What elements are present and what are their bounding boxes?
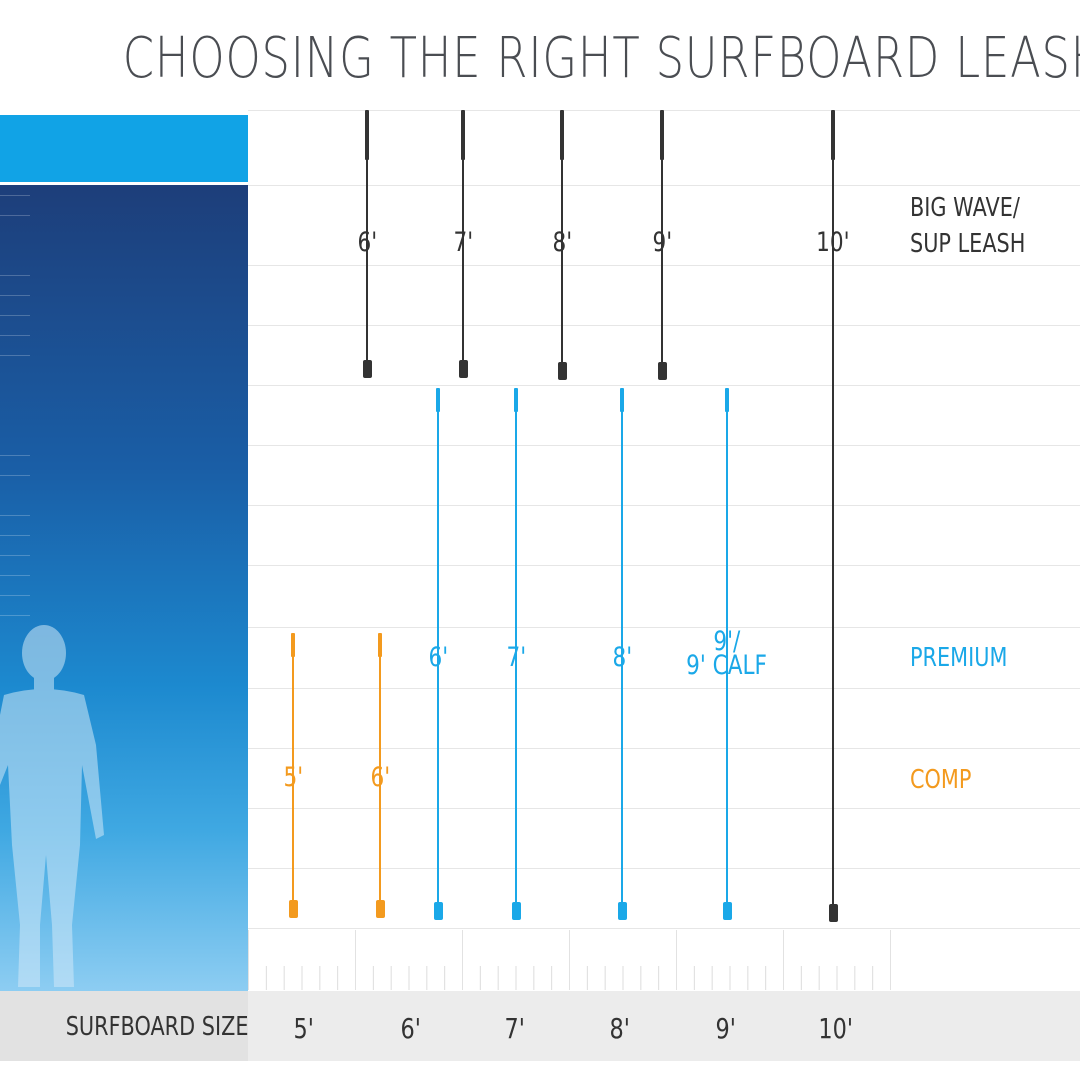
size-tick-label: 8' [609, 1012, 631, 1045]
big-wave-leash-rail-saver [560, 110, 564, 160]
grid-line [248, 325, 1080, 326]
premium-leash-cuff [434, 902, 443, 920]
big-wave-leash-cord [366, 110, 368, 378]
premium-leash-length-label: 8' [562, 643, 682, 673]
wave-height-panel [0, 185, 248, 991]
chart-title: CHOOSING THE RIGHT SURFBOARD LEASH [122, 26, 1080, 91]
wave-height-header [0, 115, 248, 182]
leash-length-text: 6' [428, 642, 448, 673]
big-wave-leash-length-label: 9' [602, 228, 722, 258]
big-wave-leash-rail-saver [831, 110, 835, 160]
legend-big-wave: BIG WAVE/ SUP LEASH [910, 193, 1026, 259]
leash-length-text: 7' [506, 642, 526, 673]
big-wave-leash-length-label: 10' [773, 228, 893, 258]
premium-leash-cord [515, 388, 517, 920]
comp-leash-cord [379, 633, 381, 918]
big-wave-leash-length-label: 7' [403, 228, 523, 258]
leash-length-text: 8' [612, 642, 632, 673]
premium-leash-length-label: 7' [456, 643, 576, 673]
comp-leash-length-label: 5' [233, 763, 353, 793]
comp-leash-cuff [376, 900, 385, 918]
big-wave-leash-length-label: 8' [502, 228, 622, 258]
premium-leash-rail-saver [436, 388, 440, 412]
grid-line [248, 688, 1080, 689]
leash-length-text: 10' [816, 227, 850, 258]
grid-line [248, 748, 1080, 749]
comp-leash-length-label: 6' [320, 763, 440, 793]
leash-length-text: 9' [652, 227, 672, 258]
big-wave-leash-cuff [363, 360, 372, 378]
size-tick-label: 5' [293, 1012, 315, 1045]
comp-leash-cuff [289, 900, 298, 918]
wave-height-label: WAVE HEIGHT [926, 132, 1072, 162]
size-tick-label: 9' [715, 1012, 737, 1045]
big-wave-leash-rail-saver [660, 110, 664, 160]
big-wave-leash-rail-saver [461, 110, 465, 160]
comp-leash-rail-saver [378, 633, 382, 657]
premium-leash-cuff [512, 902, 521, 920]
big-wave-leash-length-label: 6' [307, 228, 427, 258]
leash-length-text: 9'/ [713, 626, 741, 657]
size-tick-label: 6' [400, 1012, 422, 1045]
big-wave-leash-cord [832, 110, 834, 922]
size-tick-label: 10' [818, 1012, 854, 1045]
big-wave-leash-cuff [459, 360, 468, 378]
grid-line [248, 565, 1080, 566]
grid-line [248, 868, 1080, 869]
big-wave-leash-cuff [658, 362, 667, 380]
grid-line [248, 505, 1080, 506]
big-wave-leash-cord [661, 110, 663, 380]
person-silhouette-icon [0, 625, 104, 987]
legend-comp: COMP [910, 765, 972, 795]
size-tick-label: 7' [504, 1012, 526, 1045]
premium-leash-length-label: 6' [378, 643, 498, 673]
premium-leash-cord [726, 388, 728, 920]
big-wave-leash-rail-saver [365, 110, 369, 160]
leash-length-text: 5' [283, 762, 303, 793]
leash-length-text: 6' [357, 227, 377, 258]
grid-line [248, 265, 1080, 266]
premium-leash-cord [437, 388, 439, 920]
premium-leash-cuff [618, 902, 627, 920]
leash-length-text: 7' [453, 227, 473, 258]
comp-leash-cord [292, 633, 294, 918]
big-waves-label: BIG WAVES [912, 224, 1072, 262]
grid-line [248, 385, 1080, 386]
grid-line [248, 928, 1080, 929]
surfboard-size-ruler [248, 930, 891, 990]
premium-leash-cord [621, 388, 623, 920]
premium-leash-rail-saver [514, 388, 518, 412]
premium-leash-cuff [723, 902, 732, 920]
grid-line [248, 808, 1080, 809]
leash-length-text: 9' CALF [686, 650, 768, 681]
comp-leash-rail-saver [291, 633, 295, 657]
premium-leash-length-label: 9'/9' CALF [667, 626, 787, 681]
leash-length-text: 6' [370, 762, 390, 793]
grid-line [248, 627, 1080, 628]
leash-length-text: 8' [552, 227, 572, 258]
big-wave-leash-cuff [829, 904, 838, 922]
grid-line [248, 185, 1080, 186]
big-wave-leash-cord [462, 110, 464, 378]
overhead-label: OVERHEAD [913, 398, 1072, 436]
legend-premium: PREMIUM [910, 643, 1008, 673]
big-wave-leash-cuff [558, 362, 567, 380]
big-wave-leash-cord [561, 110, 563, 380]
premium-leash-rail-saver [725, 388, 729, 412]
grid-line [248, 110, 1080, 111]
premium-leash-rail-saver [620, 388, 624, 412]
surfboard-size-label: SURFBOARD SIZE [65, 1012, 249, 1042]
surfboard-size-label-cell [0, 991, 248, 1061]
grid-line [248, 445, 1080, 446]
head-high-label: HEAD HIGH [909, 640, 1072, 678]
